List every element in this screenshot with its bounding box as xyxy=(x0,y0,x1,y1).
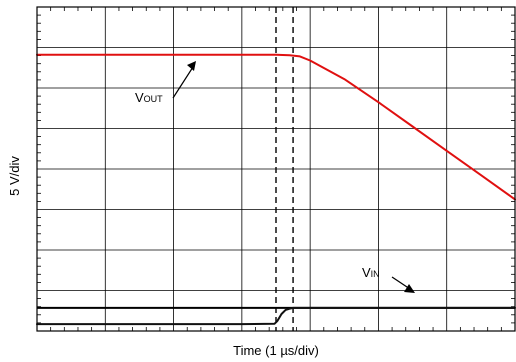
plot-frame xyxy=(36,6,516,332)
annotations: VOUT VIN xyxy=(135,61,415,293)
vout-arrow-head xyxy=(187,61,196,71)
time-cursors xyxy=(275,7,294,331)
vout-label: VOUT xyxy=(135,90,163,105)
trace-vin xyxy=(36,306,516,326)
trace-vout xyxy=(36,53,516,201)
vin-label: VIN xyxy=(362,265,380,280)
vin-label-sub: IN xyxy=(371,269,380,279)
vin-arrow-shaft xyxy=(391,276,411,290)
vout-label-sub: OUT xyxy=(144,94,164,104)
vin-label-main: V xyxy=(362,265,371,280)
vin-arrow-head xyxy=(404,284,415,293)
vout-arrow-shaft xyxy=(172,66,194,99)
x-axis-label: Time (1 µs/div) xyxy=(233,343,319,358)
minor-ticks xyxy=(37,7,515,331)
y-axis-label: 5 V/div xyxy=(7,156,22,196)
vout-label-main: V xyxy=(135,90,144,105)
traces xyxy=(36,53,516,326)
